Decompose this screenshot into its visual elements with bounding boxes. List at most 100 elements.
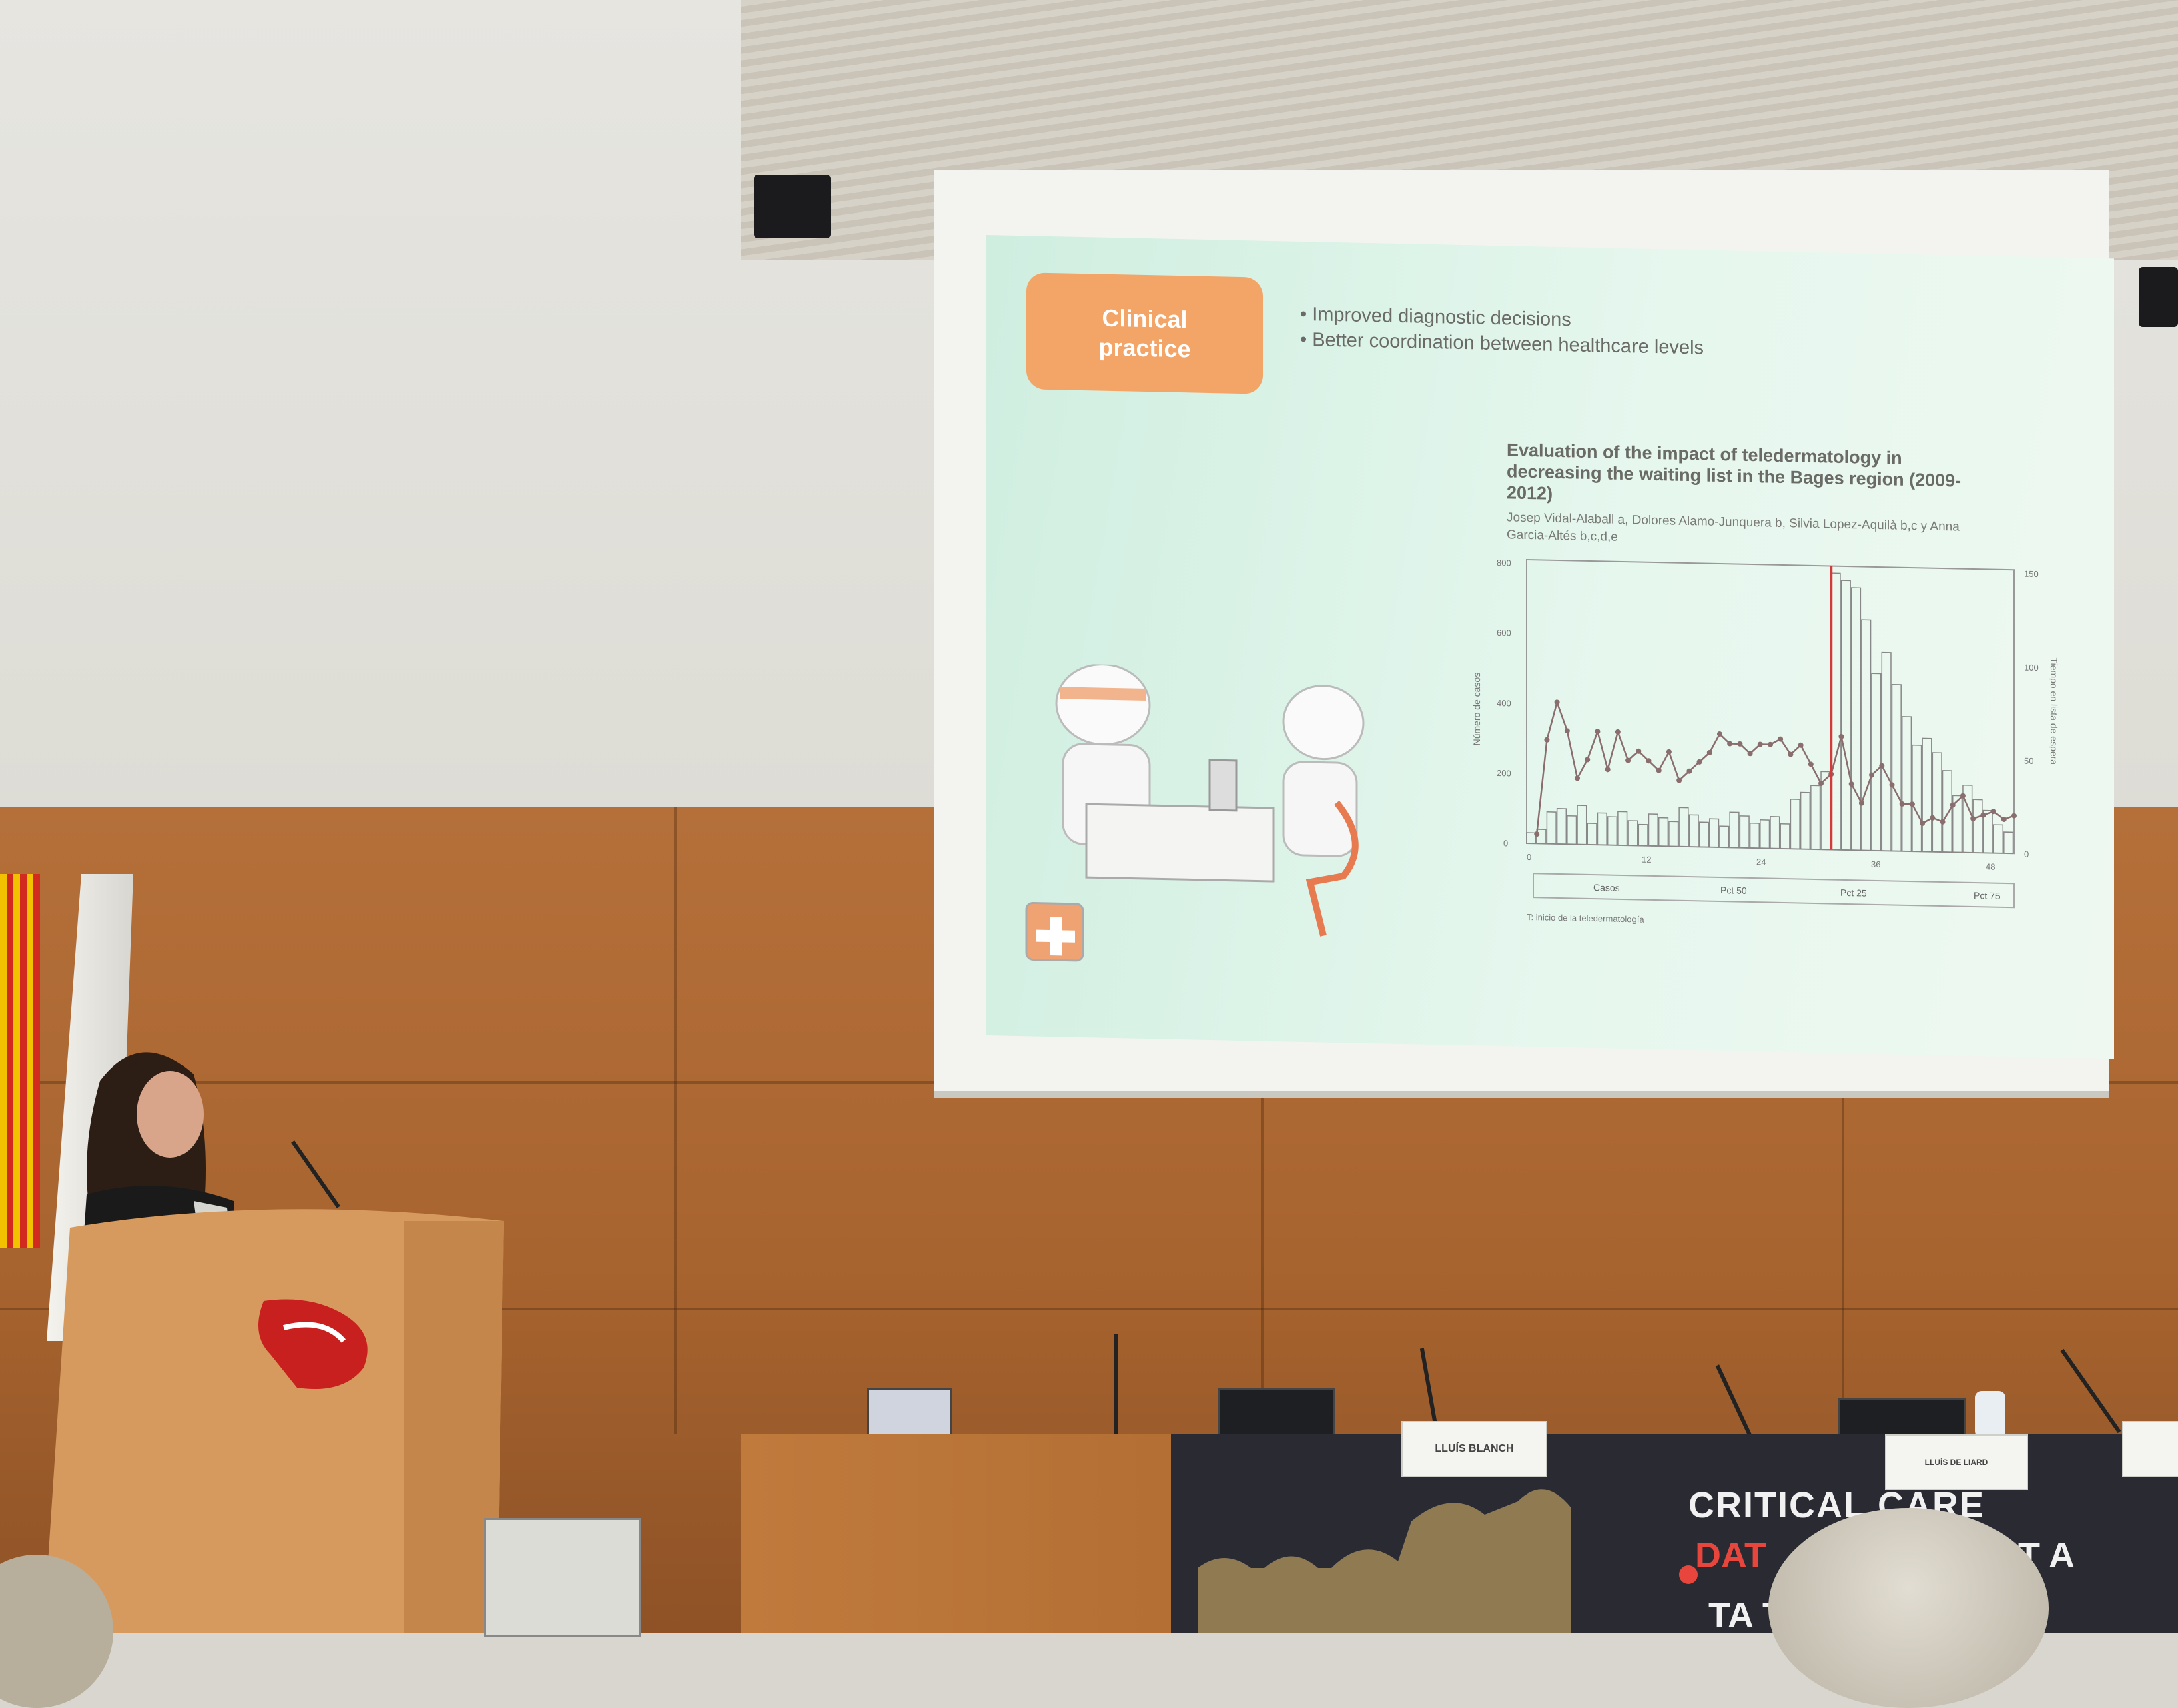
point-pct50 — [1747, 751, 1753, 757]
point-pct50 — [1838, 733, 1844, 739]
point-pct50 — [1970, 815, 1976, 821]
bar-casos — [1780, 823, 1790, 849]
bar-casos — [1861, 619, 1872, 851]
bar-casos — [1830, 572, 1841, 851]
wall-speaker-right — [2139, 267, 2178, 327]
point-pct50 — [1737, 741, 1743, 747]
y-right-tick: 150 — [2024, 569, 2039, 579]
point-pct50 — [1940, 819, 1946, 825]
laptop-screen — [867, 1388, 952, 1438]
y-left-tick: 0 — [1503, 838, 1508, 848]
banner-title-line-2a: DAT — [1695, 1535, 1766, 1575]
university-logo-icon — [283, 1322, 346, 1343]
legend-casos: Casos — [1593, 882, 1620, 893]
x-ticks: 0 12 24 36 48 — [1527, 852, 1995, 872]
head-mirror-band — [1060, 687, 1146, 701]
legend-pct25: Pct 25 — [1840, 887, 1867, 899]
x-tick: 12 — [1642, 855, 1651, 865]
point-pct50 — [1818, 781, 1824, 787]
bar-casos — [1648, 813, 1658, 847]
point-pct50 — [2011, 813, 2017, 819]
waiting-list-chart: Número de casos Tiempo en lista de esper… — [1471, 558, 2059, 925]
paper-title: Evaluation of the impact of teledermatol… — [1507, 440, 1962, 504]
bar-casos — [1709, 818, 1720, 848]
bar-casos — [1749, 823, 1760, 849]
aqueduct-arches — [1198, 1489, 1571, 1633]
patient-body — [1282, 761, 1358, 857]
bar-casos — [1526, 832, 1537, 845]
desk-monitor — [1218, 1388, 1335, 1438]
y-right-tick: 100 — [2024, 663, 2039, 673]
point-pct50 — [1920, 820, 1926, 826]
bar-casos — [1850, 587, 1862, 851]
panel-microphone — [1114, 1334, 1118, 1434]
point-pct50 — [1676, 777, 1682, 783]
bar-casos — [1760, 819, 1770, 849]
bar-casos — [1638, 823, 1648, 847]
y-left-tick: 800 — [1497, 558, 1511, 568]
y-right-tick: 0 — [2024, 849, 2029, 859]
bar-casos — [1840, 580, 1851, 851]
bar-casos — [1800, 791, 1811, 850]
point-pct50 — [1575, 775, 1581, 781]
y-right-axis-label: Tiempo en lista de espera — [2049, 657, 2059, 765]
chart-footnote: T: inicio de la teledermatología — [1527, 912, 1644, 925]
point-pct50 — [1625, 757, 1631, 763]
bar-casos — [1770, 816, 1780, 849]
point-pct50 — [1930, 815, 1936, 821]
bar-casos — [1668, 821, 1679, 847]
bar-casos — [1739, 815, 1750, 849]
bar-casos — [1597, 812, 1607, 846]
y-left-tick: 400 — [1497, 698, 1511, 708]
point-pct50 — [1778, 736, 1784, 742]
point-pct50 — [1544, 737, 1550, 743]
chart-plot-area — [1526, 558, 2017, 855]
point-pct50 — [1909, 801, 1915, 807]
bar-casos — [1992, 824, 2004, 854]
point-pct50 — [1686, 768, 1692, 774]
bar-casos — [1881, 651, 1892, 852]
point-pct50 — [1595, 729, 1601, 735]
bar-casos — [1891, 683, 1902, 852]
point-pct50 — [1696, 759, 1702, 765]
panel-seam — [0, 1308, 2178, 1310]
point-pct50 — [1798, 742, 1804, 748]
podium — [43, 1209, 504, 1633]
point-pct50 — [1666, 749, 1672, 755]
wall-speaker — [754, 175, 831, 238]
bar-casos — [1932, 752, 1942, 853]
desk-icon — [1085, 803, 1275, 883]
point-pct50 — [1727, 741, 1733, 747]
badge-line-2: practice — [1098, 333, 1191, 362]
doctor-patient-illustration — [1025, 663, 1365, 962]
clinical-practice-badge: Clinical practice — [1026, 272, 1263, 394]
x-tick: 0 — [1527, 852, 1531, 862]
x-tick: 48 — [1986, 861, 1995, 871]
bar-casos — [2003, 831, 2014, 854]
bar-casos — [1546, 811, 1557, 845]
bar-casos — [1678, 807, 1689, 847]
y-right-tick: 50 — [2024, 756, 2033, 766]
point-pct50 — [1990, 809, 1996, 815]
chart-legend — [1533, 873, 2015, 909]
y-left-ticks: 0 200 400 600 800 — [1497, 558, 1511, 848]
point-pct50 — [1716, 731, 1722, 737]
podium-shade — [404, 1221, 504, 1633]
badge-line-1: Clinical — [1102, 304, 1188, 333]
bar-casos — [1536, 829, 1547, 845]
banner-dot-icon — [1679, 1565, 1698, 1584]
doctor-head-icon — [1055, 663, 1151, 746]
point-pct50 — [1564, 728, 1570, 734]
nameplate: LLUÍS BLANCH — [1401, 1421, 1547, 1477]
water-bottle — [1975, 1391, 2005, 1438]
bar-casos — [1729, 811, 1740, 849]
point-pct50 — [1706, 750, 1712, 756]
bar-casos — [1688, 814, 1699, 848]
plot-frame — [1526, 558, 2015, 855]
point-pct50 — [1858, 800, 1864, 806]
bar-casos — [1719, 825, 1730, 849]
point-pct50 — [1757, 741, 1763, 747]
point-pct50 — [1879, 763, 1885, 769]
point-pct50 — [1585, 757, 1591, 763]
y-left-tick: 600 — [1497, 628, 1511, 638]
